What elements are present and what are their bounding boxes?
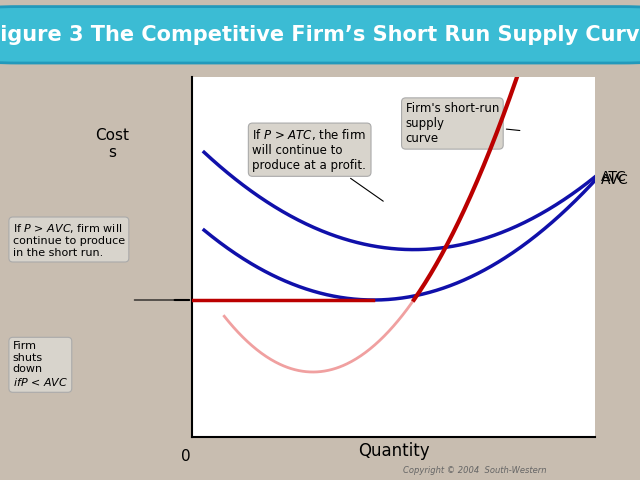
- Text: Copyright © 2004  South-Western: Copyright © 2004 South-Western: [403, 466, 547, 475]
- Text: Firm
shuts
down
$if P$ < $AVC$: Firm shuts down $if P$ < $AVC$: [13, 341, 68, 388]
- FancyBboxPatch shape: [0, 7, 640, 63]
- Text: If $P$ > $ATC$, the firm
will continue to
produce at a profit.: If $P$ > $ATC$, the firm will continue t…: [252, 127, 383, 201]
- Text: If $P$ > $AVC$, firm will
continue to produce
in the short run.: If $P$ > $AVC$, firm will continue to pr…: [13, 222, 125, 258]
- Text: ATC: ATC: [601, 170, 627, 184]
- X-axis label: Quantity: Quantity: [358, 443, 429, 460]
- Text: Cost
s: Cost s: [95, 128, 129, 160]
- Text: 0: 0: [181, 449, 191, 465]
- Text: Firm's short-run
supply
curve: Firm's short-run supply curve: [406, 102, 520, 145]
- Text: AVC: AVC: [601, 173, 629, 187]
- Text: Figure 3 The Competitive Firm’s Short Run Supply Curve: Figure 3 The Competitive Firm’s Short Ru…: [0, 25, 640, 45]
